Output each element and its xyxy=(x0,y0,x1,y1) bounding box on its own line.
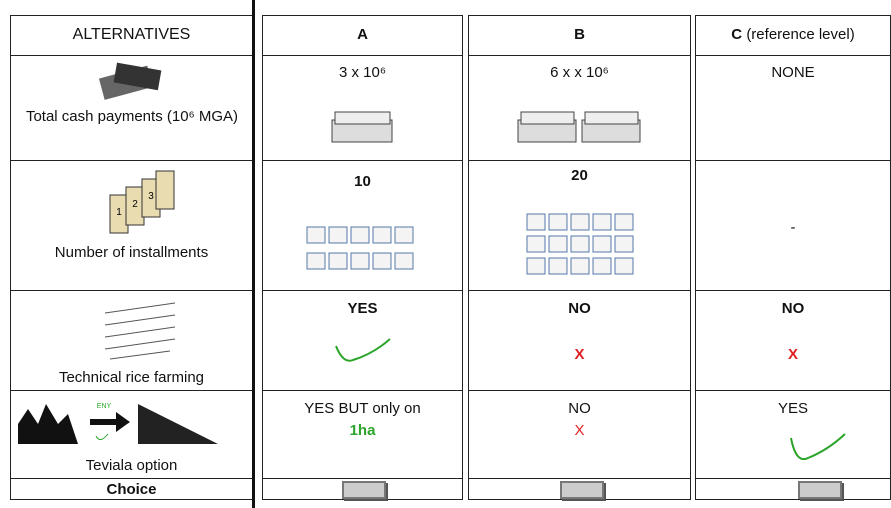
row-line xyxy=(10,55,891,56)
row-line xyxy=(10,290,891,291)
cell-a: YES xyxy=(347,300,378,317)
header-c-note: (reference level) xyxy=(746,26,855,43)
cell-b: 20 xyxy=(571,167,588,184)
cell-c: NONE xyxy=(771,64,815,81)
column-a xyxy=(262,15,463,500)
cell-a-highlight: 1ha xyxy=(349,422,376,439)
cross-mark: X xyxy=(787,346,798,363)
cash-stack xyxy=(517,111,641,143)
row-line xyxy=(10,160,891,161)
cell-b: NO xyxy=(568,400,591,417)
header-c-letter: C xyxy=(731,26,743,43)
cross-mark: X xyxy=(574,422,585,439)
cash-stack xyxy=(331,111,393,143)
column-b xyxy=(468,15,691,500)
teviala-icon: ENY xyxy=(18,403,218,444)
choice-label: Choice xyxy=(106,481,157,498)
cell-c: YES xyxy=(777,400,808,417)
row-label: Total cash payments (10⁶ MGA) xyxy=(25,108,239,125)
row-line xyxy=(10,390,891,391)
cell-a: 3 x 10⁶ xyxy=(338,64,387,81)
header-c: C (reference level) xyxy=(695,25,891,44)
calendar-icon xyxy=(526,213,634,275)
row-label: Teviala option xyxy=(85,457,178,474)
header-a: A xyxy=(357,26,368,43)
choice-box-c[interactable] xyxy=(798,481,842,499)
header-label: ALTERNATIVES xyxy=(72,26,191,43)
icon-tag: ENY xyxy=(97,403,112,410)
cell-b: NO xyxy=(568,300,591,317)
cash-icon xyxy=(98,62,162,100)
row-line xyxy=(10,478,891,479)
cross-mark: X xyxy=(574,346,585,363)
header-b: B xyxy=(574,26,585,43)
row-label: Number of installments xyxy=(54,244,209,261)
scroll-number: 2 xyxy=(132,199,138,210)
calendar-icon xyxy=(306,226,414,270)
cell-b: 6 x x 10⁶ xyxy=(550,64,609,81)
scroll-number: 3 xyxy=(148,191,154,202)
choice-box-a[interactable] xyxy=(342,481,386,499)
checkmark xyxy=(790,433,846,460)
cell-a: YES BUT only on xyxy=(304,400,421,417)
scroll-icon: 1 2 3 xyxy=(109,170,175,234)
column-c xyxy=(695,15,891,500)
checkmark xyxy=(335,338,391,362)
row-label: Technical rice farming xyxy=(58,369,205,386)
rice-field-icon xyxy=(104,302,176,360)
scroll-number: 1 xyxy=(116,207,122,218)
cell-a: 10 xyxy=(354,173,371,190)
cell-c: - xyxy=(790,219,796,236)
choice-box-b[interactable] xyxy=(560,481,604,499)
cell-c: NO xyxy=(781,300,805,317)
